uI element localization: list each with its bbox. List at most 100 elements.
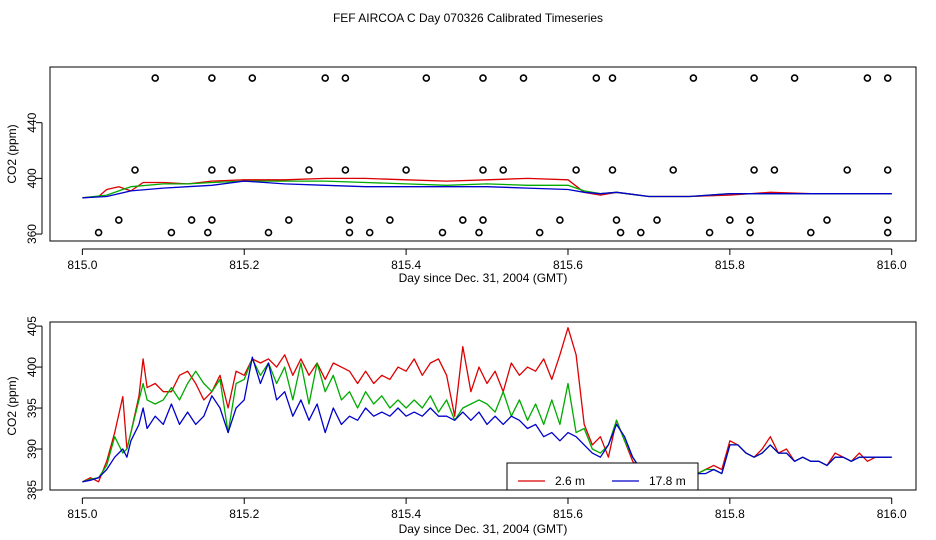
legend-label-2-6m: 2.6 m bbox=[555, 474, 585, 488]
marker-circle bbox=[228, 166, 236, 174]
legend-label-17-8m: 17.8 m bbox=[649, 474, 686, 488]
marker-circle bbox=[151, 74, 159, 82]
marker-circle bbox=[705, 228, 714, 237]
marker-circle bbox=[305, 166, 313, 174]
x-tick-label-bottom: 815.0 bbox=[67, 507, 97, 521]
marker-circle bbox=[616, 228, 625, 237]
axes-bottom: 815.0 815.2 815.4 815.6 815.8 816.0 385 390 395 4… bbox=[25, 316, 907, 521]
x-tick-label-bottom: 815.8 bbox=[715, 507, 745, 521]
marker-circle bbox=[422, 74, 431, 82]
y-tick-label-bottom: 390 bbox=[25, 439, 39, 459]
x-tick-label-bottom: 815.4 bbox=[391, 507, 421, 521]
x-tick-label-bottom: 816.0 bbox=[877, 507, 907, 521]
x-tick-label-top: 816.0 bbox=[877, 258, 907, 272]
marker-circle bbox=[438, 228, 447, 237]
marker-circle bbox=[653, 216, 661, 224]
figure-title: FEF AIRCOA C Day 070326 Calibrated Times… bbox=[333, 11, 603, 25]
series-line-17-8-m-bottom bbox=[82, 356, 892, 483]
y-tick-label-bottom: 385 bbox=[25, 480, 39, 500]
marker-circle bbox=[402, 166, 410, 174]
marker-circle bbox=[746, 216, 754, 224]
marker-circle bbox=[883, 74, 892, 82]
marker-circle bbox=[248, 74, 257, 82]
marker-circle bbox=[131, 166, 139, 174]
marker-circle bbox=[746, 228, 754, 237]
marker-circle bbox=[750, 74, 758, 82]
panel-top: 815.0 815.2 815.4 815.6 815.8 816.0360400440 … bbox=[5, 66, 917, 285]
series-top bbox=[82, 177, 892, 199]
x-tick-label-top: 815.4 bbox=[391, 258, 421, 272]
marker-circle bbox=[187, 216, 196, 224]
series-line-green-top bbox=[82, 180, 892, 199]
series-bottom bbox=[82, 327, 892, 483]
series-line-green-bottom bbox=[82, 358, 892, 483]
marker-circle bbox=[458, 216, 467, 224]
y-tick-label-top: 400 bbox=[25, 168, 39, 188]
marker-circle bbox=[475, 228, 483, 237]
marker-circle bbox=[556, 216, 564, 224]
y-tick-label-bottom: 395 bbox=[25, 398, 39, 418]
marker-circle bbox=[770, 166, 779, 174]
marker-circle bbox=[689, 74, 698, 82]
marker-circle bbox=[208, 74, 216, 82]
marker-circle bbox=[726, 216, 734, 224]
marker-circle bbox=[806, 228, 815, 237]
y-tick-label-bottom: 405 bbox=[25, 316, 39, 336]
x-tick-label-bottom: 815.2 bbox=[229, 507, 259, 521]
marker-circle bbox=[750, 166, 758, 174]
marker-circle bbox=[208, 166, 216, 174]
marker-circle bbox=[863, 74, 872, 82]
legend-box bbox=[506, 462, 699, 491]
marker-circle bbox=[479, 74, 487, 82]
x-tick-label-top: 815.2 bbox=[229, 258, 259, 272]
marker-circle bbox=[636, 228, 645, 237]
marker-circle bbox=[365, 228, 374, 237]
marker-circle bbox=[345, 228, 354, 237]
marker-circle bbox=[608, 166, 617, 174]
marker-circle bbox=[612, 216, 621, 224]
marker-circle bbox=[519, 74, 528, 82]
marker-circle bbox=[479, 216, 487, 224]
marker-circle bbox=[592, 74, 601, 82]
legend: 2.6 m 17.8 m bbox=[506, 462, 699, 491]
y-tick-label-top: 360 bbox=[25, 224, 39, 244]
marker-circle bbox=[479, 166, 487, 174]
plot-frame-bottom bbox=[49, 321, 917, 491]
series-line-2-6-m-top bbox=[82, 177, 892, 199]
marker-circle bbox=[883, 216, 892, 224]
plot-frame-top bbox=[49, 66, 917, 242]
x-axis-label-top: Day since Dec. 31, 2004 (GMT) bbox=[399, 271, 568, 285]
marker-circle bbox=[608, 74, 617, 82]
marker-circle bbox=[264, 228, 273, 237]
marker-circle bbox=[284, 216, 293, 224]
marker-circle bbox=[669, 166, 678, 174]
marker-circle bbox=[535, 228, 544, 237]
marker-circle bbox=[843, 166, 852, 174]
y-axis-label-top: CO2 (ppm) bbox=[5, 124, 19, 183]
marker-circle bbox=[115, 216, 123, 224]
marker-circle bbox=[386, 216, 394, 224]
marker-circle bbox=[204, 228, 212, 237]
panel-bottom: 815.0 815.2 815.4 815.6 815.8 816.0 385 390 395 4… bbox=[5, 316, 917, 536]
y-tick-label-top: 440 bbox=[25, 112, 39, 132]
y-tick-label-bottom: 400 bbox=[25, 357, 39, 377]
marker-circle bbox=[167, 228, 176, 237]
marker-circle bbox=[321, 74, 330, 82]
marker-circle bbox=[341, 166, 350, 174]
markers-top bbox=[94, 74, 892, 237]
x-tick-label-top: 815.0 bbox=[67, 258, 97, 272]
y-axis-label-bottom: CO2 (ppm) bbox=[5, 376, 19, 435]
marker-circle bbox=[499, 166, 508, 174]
x-axis-label-bottom: Day since Dec. 31, 2004 (GMT) bbox=[399, 522, 568, 536]
axes-top: 815.0 815.2 815.4 815.6 815.8 816.0 360 400 440 bbox=[25, 112, 907, 272]
marker-circle bbox=[883, 166, 892, 174]
marker-circle bbox=[883, 228, 892, 237]
marker-circle bbox=[94, 228, 103, 237]
x-tick-label-bottom: 815.6 bbox=[553, 507, 583, 521]
marker-circle bbox=[345, 216, 354, 224]
marker-circle bbox=[823, 216, 831, 224]
marker-circle bbox=[208, 216, 216, 224]
series-line-17-8-m-top bbox=[82, 180, 892, 199]
marker-circle bbox=[341, 74, 350, 82]
